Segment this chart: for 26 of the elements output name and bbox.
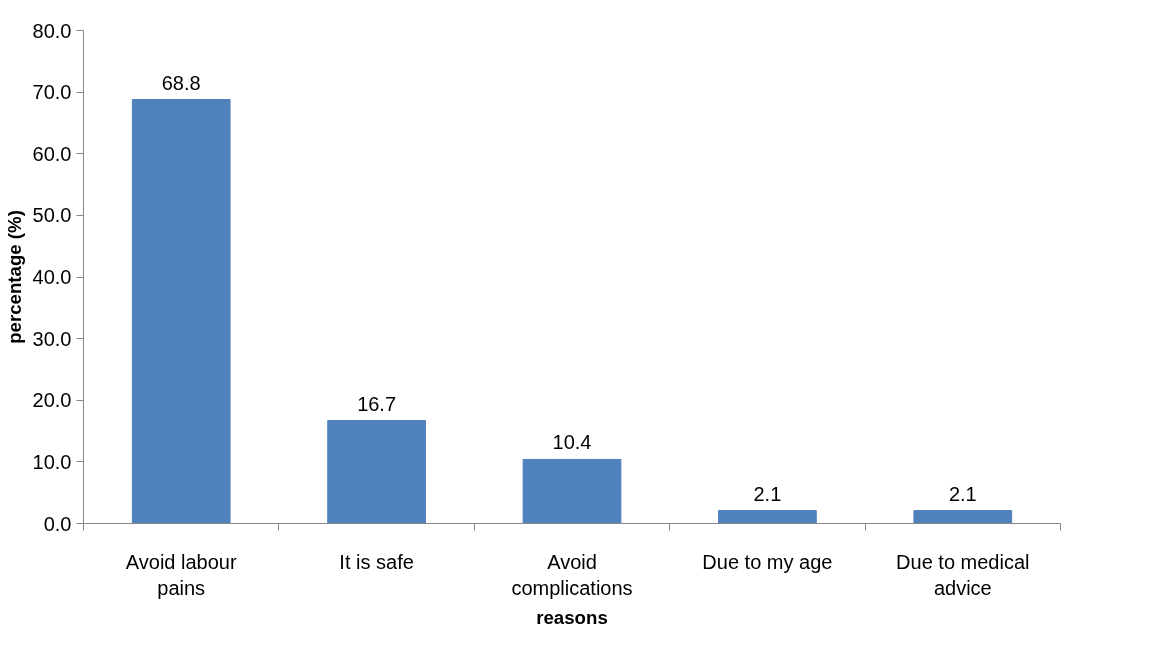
data-label: 68.8 bbox=[161, 71, 201, 94]
y-axis-title: percentage (%) bbox=[3, 210, 25, 344]
y-tick-label: 70.0 bbox=[32, 81, 72, 104]
x-tick-label: Avoid complications bbox=[511, 550, 633, 599]
bar bbox=[718, 510, 817, 524]
bar bbox=[327, 420, 426, 524]
y-tick-label: 80.0 bbox=[32, 19, 72, 42]
data-label: 2.1 bbox=[948, 482, 977, 505]
data-label: 2.1 bbox=[753, 482, 782, 505]
data-label: 16.7 bbox=[357, 392, 397, 415]
y-tick-label: 30.0 bbox=[32, 327, 72, 350]
x-axis-title: reasons bbox=[536, 606, 608, 628]
y-tick-label: 60.0 bbox=[32, 142, 72, 165]
data-label: 10.4 bbox=[552, 431, 592, 454]
y-tick-label: 40.0 bbox=[32, 266, 72, 288]
bar bbox=[913, 510, 1013, 524]
x-tick-label: Due to medical advice bbox=[896, 550, 1030, 599]
bar bbox=[522, 458, 622, 524]
y-tick-label: 50.0 bbox=[32, 204, 72, 227]
x-tick-label: Due to my age bbox=[702, 550, 833, 573]
y-tick-label: 0.0 bbox=[43, 512, 72, 535]
y-tick-label: 20.0 bbox=[32, 389, 72, 412]
x-tick-label: Avoid labour pains bbox=[125, 550, 237, 599]
y-tick-label: 10.0 bbox=[32, 450, 72, 473]
x-tick-label: It is safe bbox=[339, 550, 414, 573]
bar bbox=[131, 99, 231, 524]
